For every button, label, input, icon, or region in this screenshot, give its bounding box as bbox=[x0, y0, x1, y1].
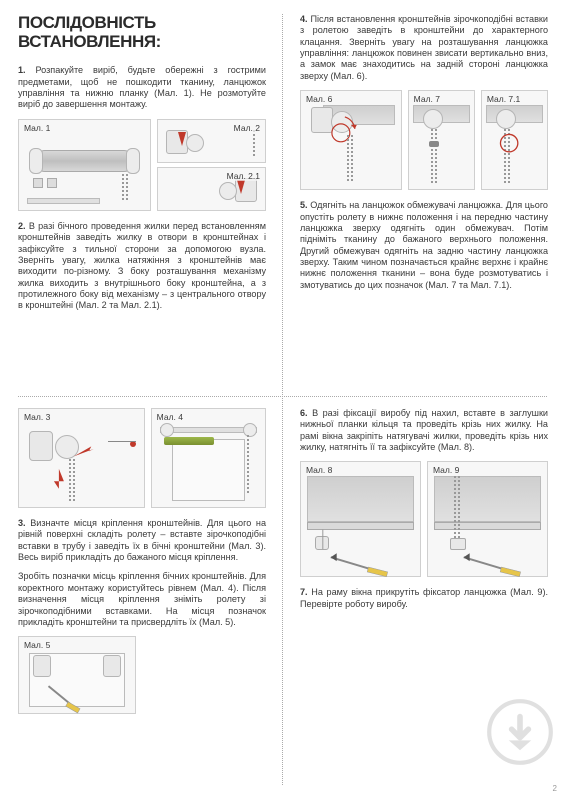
step-6-text: 6. В разі фіксації виробу під нахил, вст… bbox=[300, 408, 548, 453]
step-7-number: 7. bbox=[300, 587, 308, 597]
figure-9-label: Мал. 9 bbox=[432, 465, 460, 475]
figure-9: Мал. 9 bbox=[427, 461, 548, 577]
figure-8-label: Мал. 8 bbox=[305, 465, 333, 475]
figure-1-label: Мал. 1 bbox=[23, 123, 51, 133]
figure-2-1: Мал. 2.1 bbox=[157, 167, 266, 211]
step-3b-text: Зробіть позначки місць кріплення бічних … bbox=[18, 571, 266, 628]
vertical-divider bbox=[282, 14, 283, 785]
figure-2-1-label: Мал. 2.1 bbox=[226, 171, 261, 181]
step-2-number: 2. bbox=[18, 221, 26, 231]
figure-1: Мал. 1 bbox=[18, 119, 151, 211]
figure-6-label: Мал. 6 bbox=[305, 94, 333, 104]
figure-5-label: Мал. 5 bbox=[23, 640, 51, 650]
figure-7-label: Мал. 7 bbox=[413, 94, 441, 104]
step-4-text: 4. Після встановлення кронштейнів зірочк… bbox=[300, 14, 548, 82]
step-2-text: 2. В разі бічного проведення жилки перед… bbox=[18, 221, 266, 312]
figure-3-label: Мал. 3 bbox=[23, 412, 51, 422]
figure-4-label: Мал. 4 bbox=[156, 412, 184, 422]
figure-5: Мал. 5 bbox=[18, 636, 136, 714]
figure-4: Мал. 4 bbox=[151, 408, 266, 508]
step-6-number: 6. bbox=[300, 408, 308, 418]
figure-6: Мал. 6 click bbox=[300, 90, 402, 190]
figure-7: Мал. 7 bbox=[408, 90, 475, 190]
step-1-text: 1. Розпакуйте виріб, будьте обережні з г… bbox=[18, 65, 266, 110]
step-7-text: 7. На раму вікна прикрутіть фіксатор лан… bbox=[300, 587, 548, 610]
figure-8: Мал. 8 bbox=[300, 461, 421, 577]
step-1-number: 1. bbox=[18, 65, 26, 75]
page-title: Послідовність встановлення: bbox=[18, 14, 266, 51]
step-5-text: 5. Одягніть на ланцюжок обмежувачі ланцю… bbox=[300, 200, 548, 291]
step-4-number: 4. bbox=[300, 14, 308, 24]
step-5-number: 5. bbox=[300, 200, 308, 210]
figure-7-1-label: Мал. 7.1 bbox=[486, 94, 521, 104]
figure-2: Мал. 2 bbox=[157, 119, 266, 163]
figure-3: Мал. 3 bbox=[18, 408, 145, 508]
page-number: 2 bbox=[553, 784, 557, 793]
figure-2-label: Мал. 2 bbox=[233, 123, 261, 133]
watermark-icon bbox=[485, 697, 555, 767]
figure-7-1: Мал. 7.1 bbox=[481, 90, 548, 190]
horizontal-divider bbox=[18, 396, 547, 397]
